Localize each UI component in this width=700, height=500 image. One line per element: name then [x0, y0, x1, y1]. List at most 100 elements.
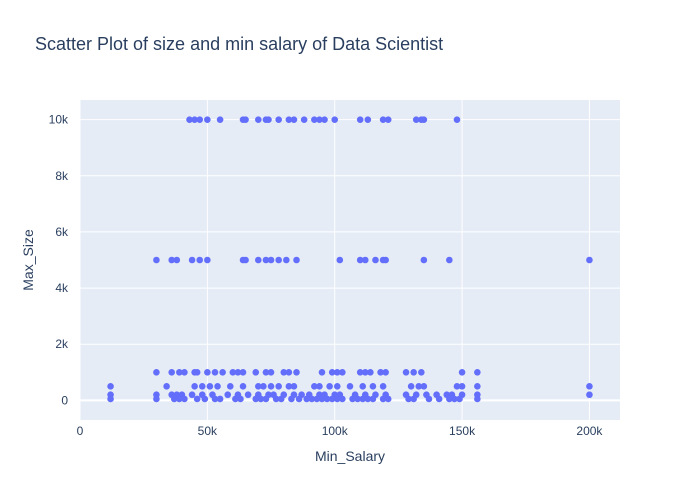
scatter-point: [260, 383, 267, 390]
scatter-point: [285, 116, 293, 123]
scatter-point: [420, 116, 428, 123]
scatter-point: [239, 383, 247, 390]
scatter-point: [328, 395, 336, 403]
y-tick-label: 0: [61, 393, 68, 407]
scatter-point: [198, 383, 206, 390]
scatter-point: [107, 395, 114, 403]
scatter-point: [244, 391, 252, 399]
scatter-point: [181, 368, 188, 376]
scatter-point: [107, 383, 114, 390]
scatter-point: [216, 116, 224, 123]
scatter-point: [420, 383, 428, 390]
scatter-point: [252, 368, 260, 376]
scatter-point: [333, 383, 341, 390]
scatter-point: [410, 368, 417, 376]
scatter-point: [379, 395, 387, 403]
scatter-point: [285, 368, 293, 376]
scatter-point: [293, 368, 300, 376]
scatter-point: [356, 116, 364, 123]
scatter-point: [377, 368, 384, 376]
scatter-point: [407, 383, 415, 390]
scatter-point: [168, 368, 175, 376]
scatter-point: [290, 383, 298, 390]
scatter-point: [418, 368, 425, 376]
scatter-point: [354, 395, 361, 403]
x-tick-label: 100k: [322, 424, 349, 438]
scatter-point: [173, 256, 181, 264]
scatter-point: [262, 256, 270, 264]
scatter-point: [339, 368, 346, 376]
scatter-point: [361, 368, 369, 376]
scatter-point: [384, 116, 392, 123]
x-axis-ticks: 0 50k 100k 150k 200k: [77, 424, 604, 438]
scatter-point: [333, 395, 341, 403]
scatter-point: [262, 368, 270, 376]
scatter-point: [318, 395, 326, 403]
scatter-point: [277, 395, 285, 403]
scatter-point: [415, 383, 423, 390]
scatter-point: [262, 395, 270, 403]
scatter-point: [425, 395, 433, 403]
scatter-point: [446, 256, 453, 264]
scatter-point: [446, 395, 453, 403]
scatter-point: [234, 368, 242, 376]
scatter-point: [267, 383, 275, 390]
scatter-point: [586, 383, 593, 390]
scatter-point: [379, 116, 387, 123]
scatter-point: [311, 116, 318, 123]
scatter-point: [308, 395, 316, 403]
x-tick-label: 0: [77, 424, 84, 438]
scatter-point: [453, 116, 461, 123]
scatter-point: [153, 368, 160, 376]
scatter-point: [265, 116, 272, 123]
scatter-point: [196, 256, 204, 264]
scatter-point: [311, 383, 318, 390]
scatter-point: [181, 395, 188, 403]
scatter-point: [372, 256, 379, 264]
scatter-point: [331, 116, 339, 123]
scatter-point: [176, 368, 183, 376]
scatter-point: [293, 256, 300, 264]
scatter-point: [364, 116, 372, 123]
data-points: [107, 116, 593, 403]
scatter-point: [191, 116, 198, 123]
scatter-point: [285, 383, 293, 390]
scatter-point: [349, 395, 356, 403]
scatter-point: [458, 383, 466, 390]
scatter-point: [382, 256, 389, 264]
scatter-point: [252, 395, 260, 403]
scatter-point: [232, 395, 239, 403]
scatter-point: [323, 395, 331, 403]
scatter-point: [196, 116, 204, 123]
scatter-point: [474, 383, 481, 390]
scatter-point: [328, 368, 336, 376]
scatter-point: [237, 395, 244, 403]
scatter-point: [153, 256, 160, 264]
scatter-point: [267, 368, 275, 376]
scatter-point: [316, 116, 323, 123]
scatter-point: [239, 368, 247, 376]
scatter-point: [336, 256, 344, 264]
scatter-point: [359, 383, 367, 390]
x-tick-label: 150k: [449, 424, 476, 438]
scatter-point: [367, 368, 374, 376]
scatter-point: [290, 116, 298, 123]
scatter-point: [257, 395, 265, 403]
scatter-point: [474, 395, 481, 403]
scatter-point: [321, 116, 328, 123]
scatter-point: [451, 395, 458, 403]
scatter-point: [295, 395, 303, 403]
scatter-point: [226, 383, 234, 390]
scatter-point: [412, 116, 420, 123]
y-axis-ticks: 0 2k 4k 6k 8k 10k: [49, 113, 69, 408]
scatter-point: [369, 395, 377, 403]
scatter-point: [242, 256, 249, 264]
scatter-point: [280, 368, 288, 376]
scatter-point: [186, 116, 193, 123]
scatter-point: [242, 116, 249, 123]
scatter-point: [204, 368, 211, 376]
scatter-point: [204, 116, 211, 123]
scatter-point: [364, 395, 372, 403]
scatter-point: [163, 383, 170, 390]
scatter-point: [586, 256, 593, 264]
